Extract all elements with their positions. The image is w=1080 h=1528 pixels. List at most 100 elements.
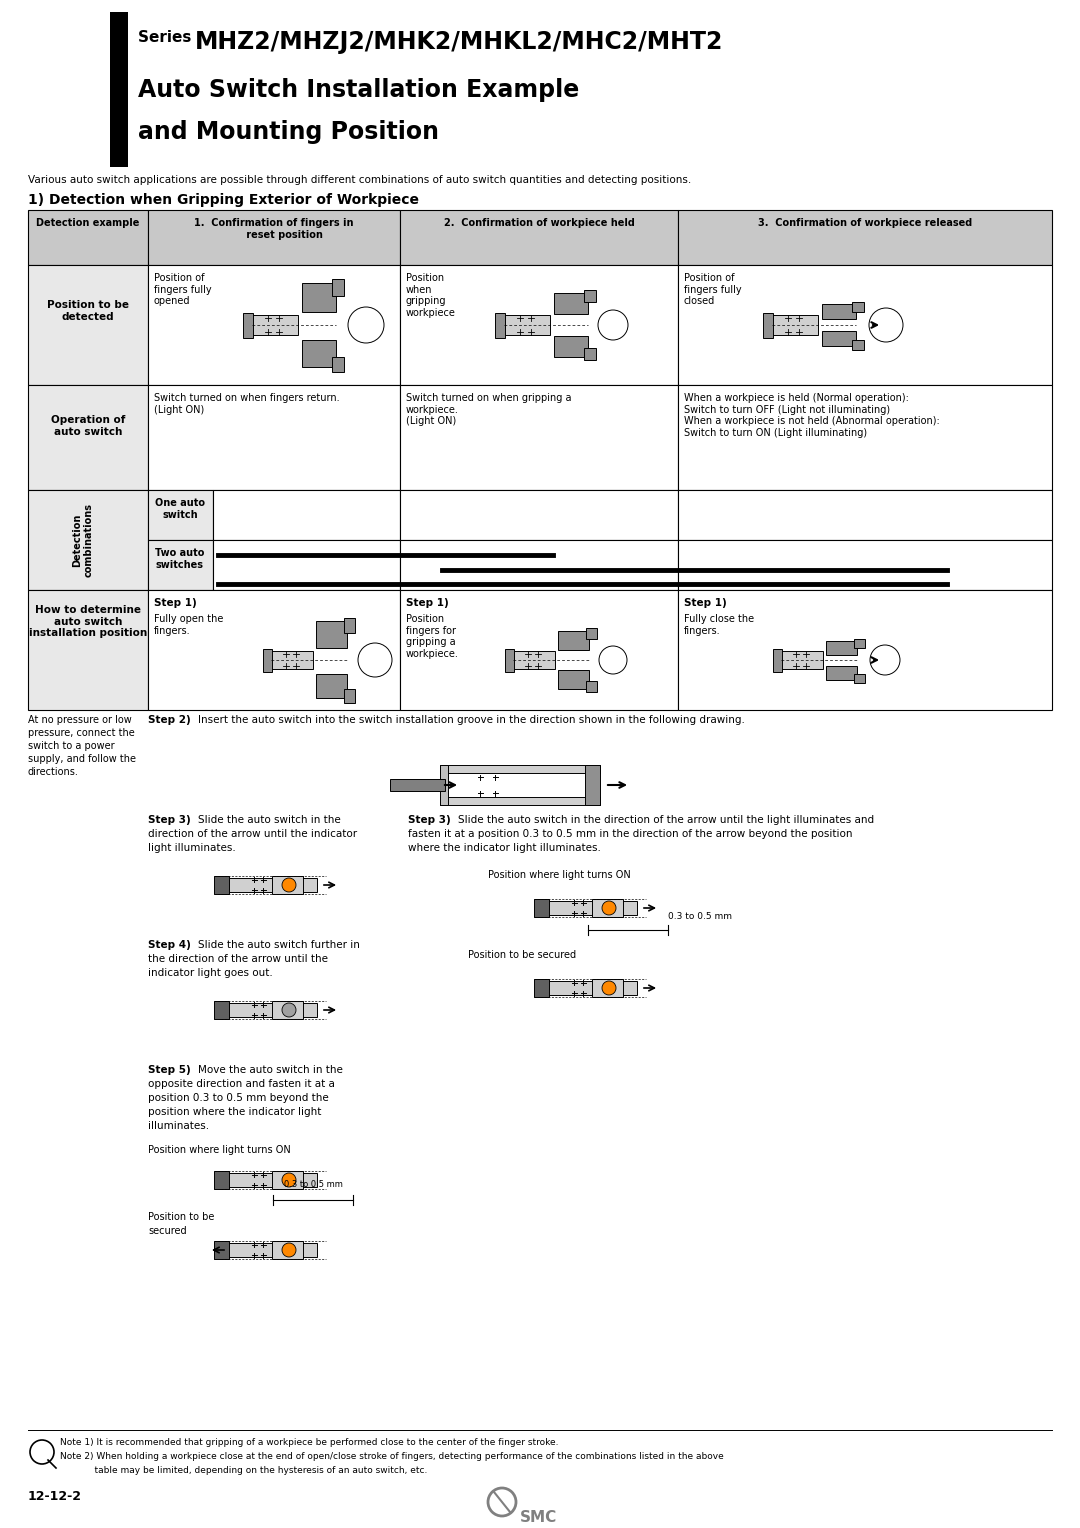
Circle shape xyxy=(602,902,616,915)
Text: Operation of
auto switch: Operation of auto switch xyxy=(51,416,125,437)
Bar xyxy=(390,779,445,792)
Bar xyxy=(822,332,856,345)
Text: Note 2) When holding a workpiece close at the end of open/close stroke of finger: Note 2) When holding a workpiece close a… xyxy=(60,1452,724,1461)
Text: Position to be: Position to be xyxy=(148,1212,214,1222)
Circle shape xyxy=(357,643,392,677)
Text: When a workpiece is held (Normal operation):
Switch to turn OFF (Light not illum: When a workpiece is held (Normal operati… xyxy=(684,393,940,439)
Text: Position of
fingers fully
closed: Position of fingers fully closed xyxy=(684,274,742,306)
Bar xyxy=(214,876,229,894)
Bar xyxy=(678,590,1052,711)
Bar xyxy=(252,315,298,335)
Bar xyxy=(762,313,773,338)
Circle shape xyxy=(602,981,616,995)
Bar xyxy=(148,385,400,490)
Bar xyxy=(678,539,1052,590)
Text: Detection
combinations: Detection combinations xyxy=(72,503,94,578)
Bar xyxy=(822,304,856,319)
Circle shape xyxy=(282,1242,296,1258)
Text: Slide the auto switch in the: Slide the auto switch in the xyxy=(198,814,341,825)
Text: 12-12-2: 12-12-2 xyxy=(28,1490,82,1504)
Text: Step 1): Step 1) xyxy=(684,597,727,608)
Text: 1) Detection when Gripping Exterior of Workpiece: 1) Detection when Gripping Exterior of W… xyxy=(28,193,419,206)
Bar xyxy=(316,620,347,648)
Bar xyxy=(316,674,347,698)
Circle shape xyxy=(282,1002,296,1018)
Circle shape xyxy=(869,309,903,342)
Bar xyxy=(272,876,303,894)
Bar xyxy=(781,651,823,669)
Bar xyxy=(400,539,678,590)
Text: secured: secured xyxy=(148,1225,187,1236)
Text: Position of
fingers fully
opened: Position of fingers fully opened xyxy=(154,274,212,306)
Bar xyxy=(826,642,858,656)
Bar xyxy=(546,981,637,995)
Bar xyxy=(148,209,400,264)
Bar xyxy=(852,341,864,350)
Bar xyxy=(558,631,589,649)
Bar xyxy=(214,1170,229,1189)
Text: Fully close the
fingers.: Fully close the fingers. xyxy=(684,614,754,636)
Bar xyxy=(28,590,148,711)
Text: MHZ2/MHZJ2/MHK2/MHKL2/MHC2/MHT2: MHZ2/MHZJ2/MHK2/MHKL2/MHC2/MHT2 xyxy=(195,31,724,53)
Bar xyxy=(554,336,588,358)
Bar xyxy=(546,902,637,915)
Bar xyxy=(148,539,213,590)
Text: At no pressure or low: At no pressure or low xyxy=(28,715,132,724)
Bar xyxy=(678,490,1052,539)
Text: 1.  Confirmation of fingers in
      reset position: 1. Confirmation of fingers in reset posi… xyxy=(194,219,354,240)
Bar xyxy=(213,539,400,590)
Bar xyxy=(272,1170,303,1189)
Bar xyxy=(440,766,600,773)
Bar xyxy=(504,315,550,335)
Text: Step 4): Step 4) xyxy=(148,940,191,950)
Text: Switch turned on when fingers return.
(Light ON): Switch turned on when fingers return. (L… xyxy=(154,393,339,414)
Text: Series: Series xyxy=(138,31,202,44)
Bar xyxy=(400,264,678,385)
Bar xyxy=(440,798,600,805)
Text: pressure, connect the: pressure, connect the xyxy=(28,727,135,738)
Text: and Mounting Position: and Mounting Position xyxy=(138,121,438,144)
Bar xyxy=(332,280,345,296)
Text: position 0.3 to 0.5 mm beyond the: position 0.3 to 0.5 mm beyond the xyxy=(148,1093,328,1103)
Text: Position where light turns ON: Position where light turns ON xyxy=(148,1144,291,1155)
Bar xyxy=(678,264,1052,385)
Bar xyxy=(148,490,213,539)
Bar xyxy=(302,283,336,312)
Text: Detection example: Detection example xyxy=(37,219,139,228)
Bar xyxy=(345,689,355,703)
Bar xyxy=(272,1001,303,1019)
Text: direction of the arrow until the indicator: direction of the arrow until the indicat… xyxy=(148,830,357,839)
Text: Position where light turns ON: Position where light turns ON xyxy=(488,869,631,880)
Circle shape xyxy=(348,307,384,342)
Bar xyxy=(584,348,596,361)
Text: opposite direction and fasten it at a: opposite direction and fasten it at a xyxy=(148,1079,335,1089)
Bar xyxy=(505,649,514,672)
Bar xyxy=(592,979,623,996)
Bar xyxy=(534,898,549,917)
Bar xyxy=(534,979,549,996)
Text: where the indicator light illuminates.: where the indicator light illuminates. xyxy=(408,843,600,853)
Bar xyxy=(28,209,148,264)
Bar xyxy=(584,290,596,303)
Text: Position to be secured: Position to be secured xyxy=(468,950,576,960)
Text: SMC: SMC xyxy=(519,1510,557,1525)
Bar xyxy=(586,628,597,639)
Bar xyxy=(213,490,400,539)
Text: Move the auto switch in the: Move the auto switch in the xyxy=(198,1065,342,1076)
Circle shape xyxy=(282,1174,296,1187)
Text: 3.  Confirmation of workpiece released: 3. Confirmation of workpiece released xyxy=(758,219,972,228)
Bar xyxy=(214,1001,229,1019)
Text: light illuminates.: light illuminates. xyxy=(148,843,235,853)
Text: Step 5): Step 5) xyxy=(148,1065,191,1076)
Bar xyxy=(302,341,336,367)
Text: Position to be
detected: Position to be detected xyxy=(48,299,129,321)
Text: Auto Switch Installation Example: Auto Switch Installation Example xyxy=(138,78,579,102)
Bar xyxy=(400,209,678,264)
Text: Step 2): Step 2) xyxy=(148,715,191,724)
Bar xyxy=(28,490,148,590)
Bar xyxy=(264,649,272,672)
Bar xyxy=(772,315,818,335)
Bar xyxy=(227,1174,318,1187)
Text: 0.3 to 0.5 mm: 0.3 to 0.5 mm xyxy=(669,912,732,921)
Text: fasten it at a position 0.3 to 0.5 mm in the direction of the arrow beyond the p: fasten it at a position 0.3 to 0.5 mm in… xyxy=(408,830,852,839)
